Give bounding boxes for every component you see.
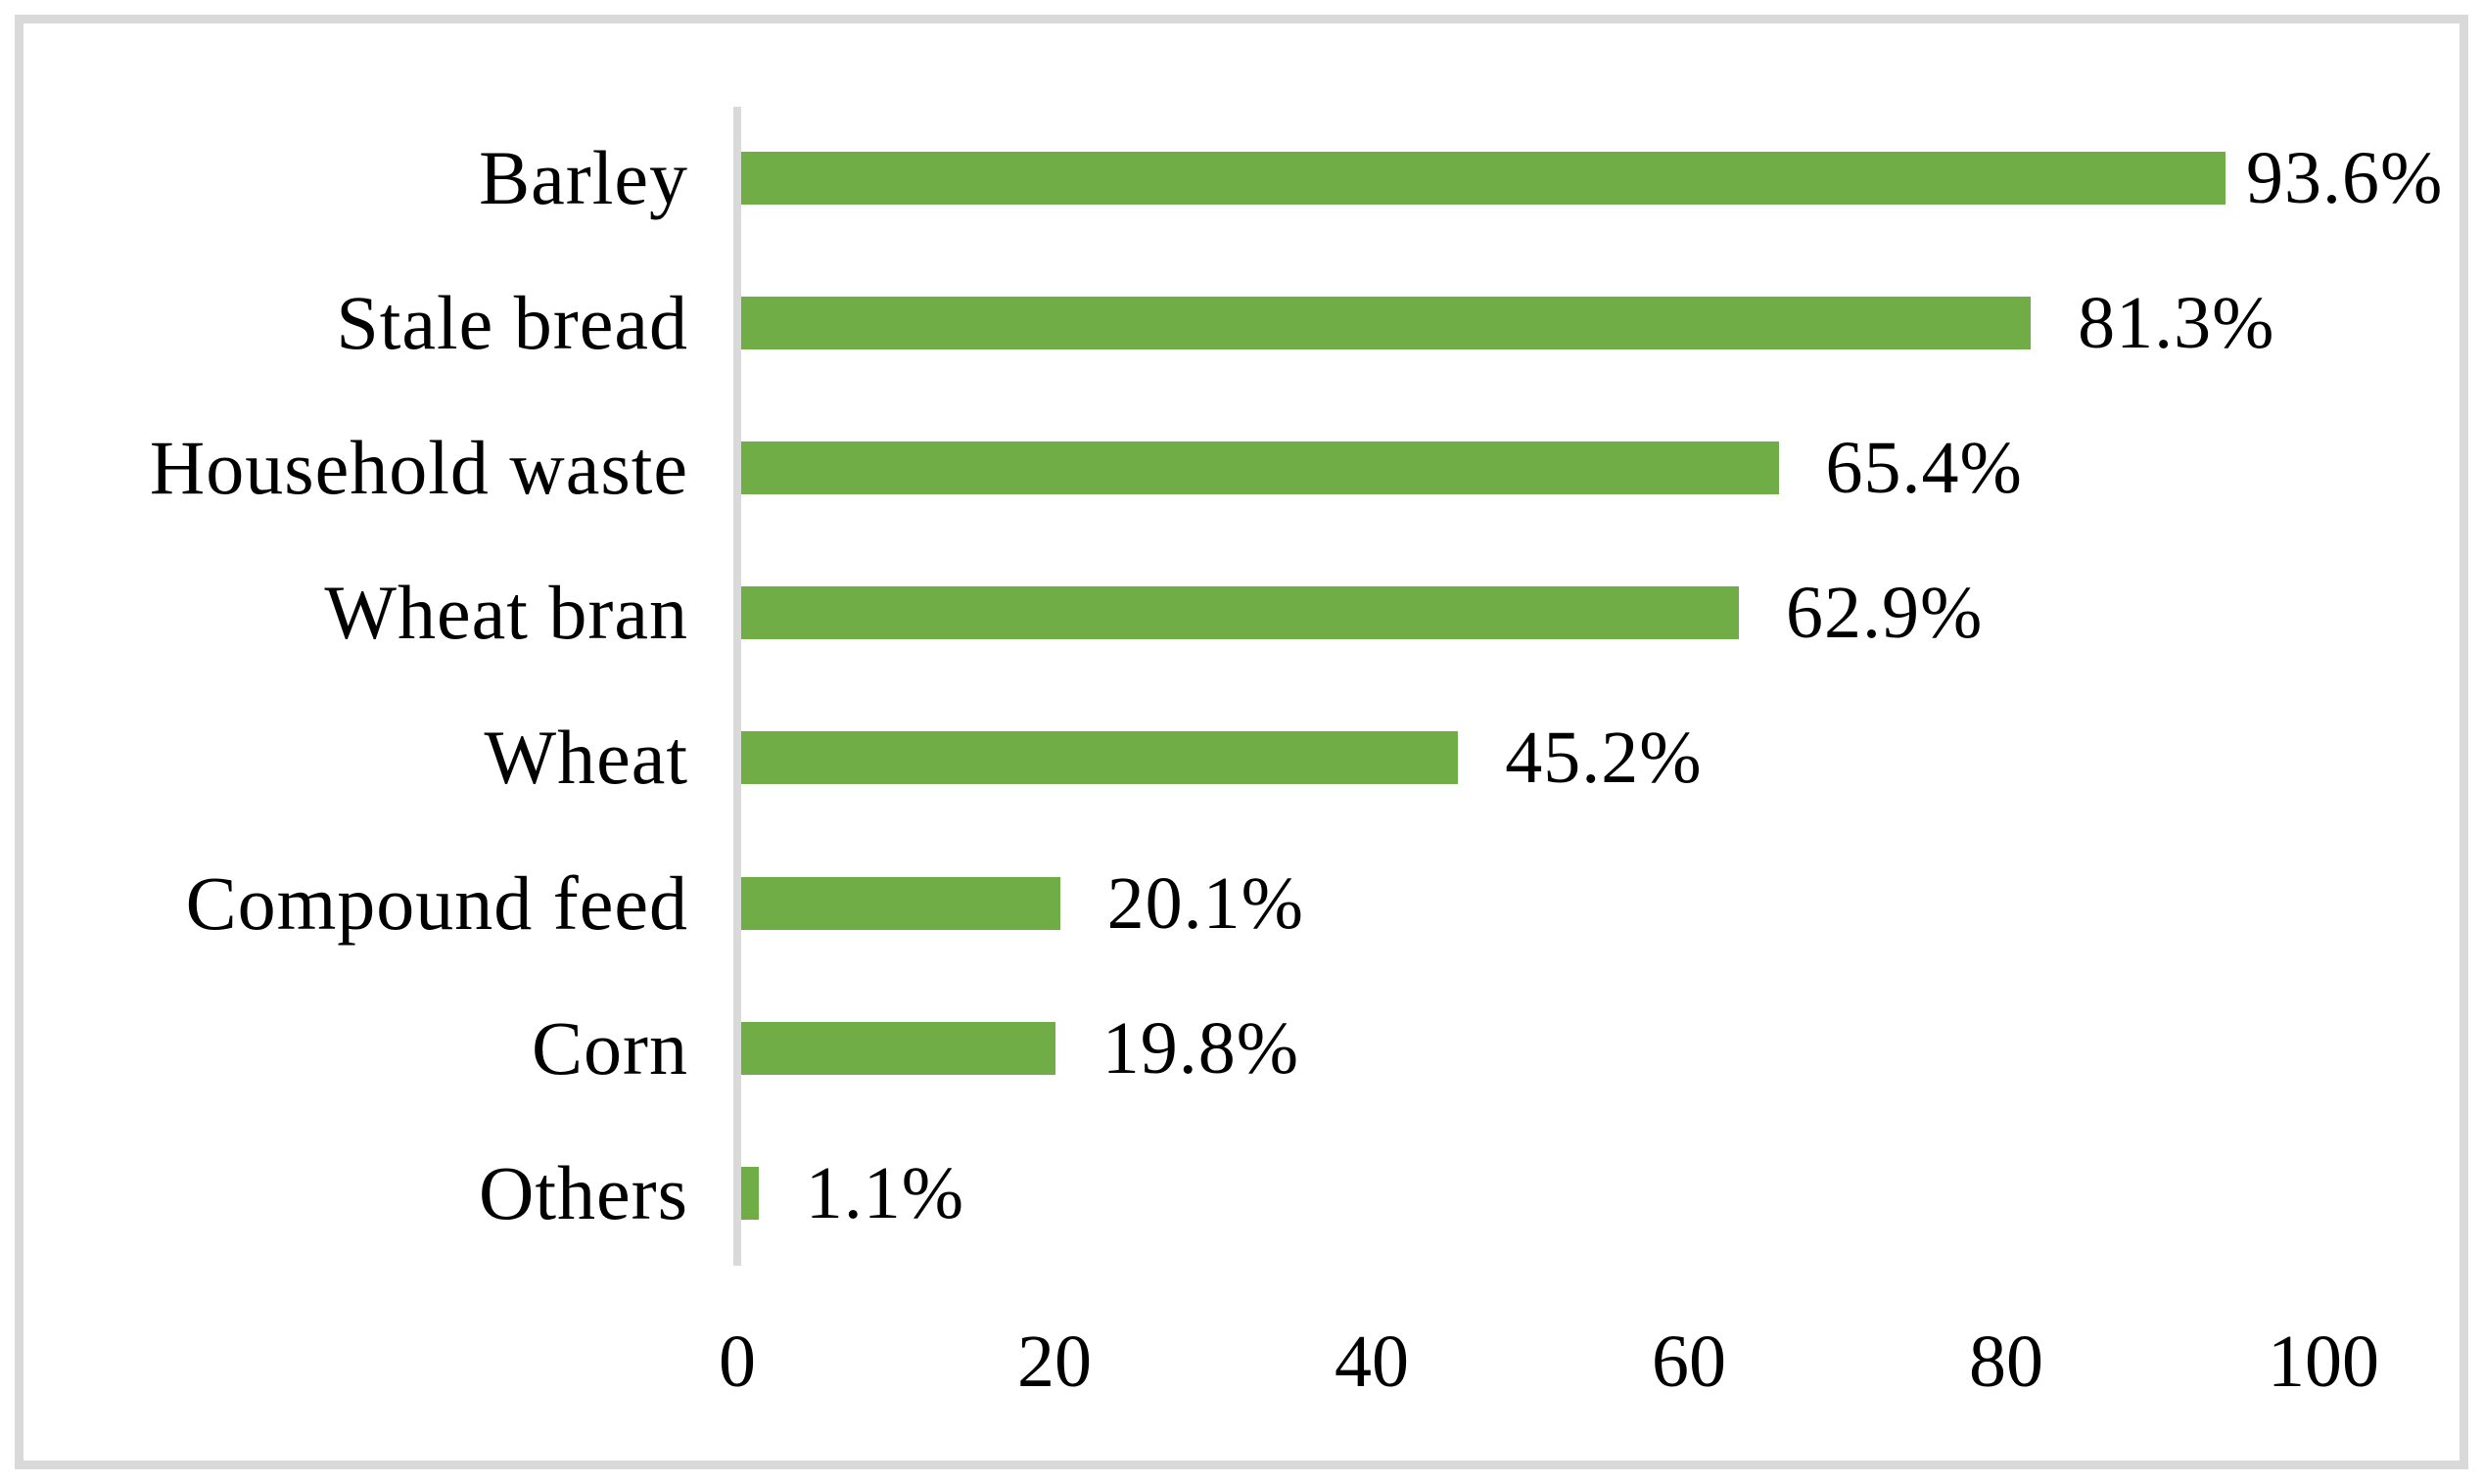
data-label-others: 1.1% — [805, 1151, 965, 1234]
category-axis-line — [733, 107, 741, 1266]
data-label-stale-bread: 81.3% — [2078, 282, 2275, 365]
data-label-wheat: 45.2% — [1505, 717, 1703, 800]
data-label-compound-feed: 20.1% — [1106, 861, 1304, 945]
category-label-wheat: Wheat — [484, 715, 688, 801]
bar-wheat — [741, 731, 1459, 785]
x-tick-label-80: 80 — [1969, 1321, 2043, 1403]
category-label-stale-bread: Stale bread — [336, 280, 688, 366]
category-label-corn: Corn — [532, 1004, 688, 1090]
x-tick-label-60: 60 — [1652, 1321, 1726, 1403]
bar-barley — [741, 152, 2226, 205]
x-tick-label-0: 0 — [719, 1321, 756, 1403]
data-label-wheat-bran: 62.9% — [1786, 572, 1984, 655]
bar-stale-bread — [741, 297, 2032, 350]
category-label-wheat-bran: Wheat bran — [324, 570, 688, 656]
chart-border-frame — [15, 15, 2468, 1469]
category-label-compound-feed: Compound feed — [185, 859, 688, 946]
data-label-barley: 93.6% — [2246, 137, 2444, 219]
bar-wheat-bran — [741, 586, 1739, 640]
bar-household-waste — [741, 441, 1779, 495]
x-tick-label-100: 100 — [2268, 1321, 2379, 1403]
category-label-household-waste: Household waste — [149, 425, 688, 511]
bar-compound-feed — [741, 876, 1060, 930]
value-axis: 0 20 40 60 80 100 — [0, 1313, 2483, 1411]
x-tick-label-40: 40 — [1335, 1321, 1409, 1403]
bar-corn — [741, 1021, 1055, 1075]
bar-others — [741, 1166, 759, 1220]
data-label-corn: 19.8% — [1101, 1006, 1300, 1090]
data-label-household-waste: 65.4% — [1825, 427, 2023, 510]
category-label-barley: Barley — [479, 135, 688, 220]
category-label-others: Others — [479, 1149, 688, 1235]
x-tick-label-20: 20 — [1017, 1321, 1092, 1403]
